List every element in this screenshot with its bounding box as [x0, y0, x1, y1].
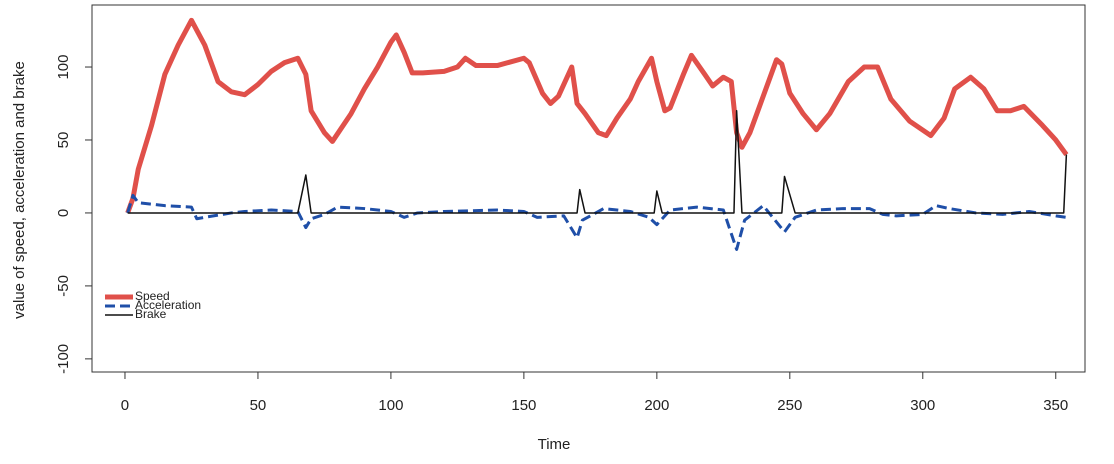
x-tick-label: 0: [121, 397, 129, 414]
y-axis-label: value of speed, acceleration and brake: [11, 61, 28, 319]
legend-label: Acceleration: [135, 298, 201, 312]
x-tick-label: 250: [777, 397, 802, 414]
legend-label: Brake: [135, 307, 167, 321]
plot-frame: [91, 4, 1086, 373]
x-tick-label: 200: [644, 397, 669, 414]
x-tick-label: 50: [250, 397, 267, 414]
x-tick-label: 150: [511, 397, 536, 414]
y-tick-label: 0: [55, 209, 72, 217]
series-line: [125, 17, 1069, 214]
y-tick-label: 50: [55, 132, 72, 149]
y-tick-label: 100: [55, 55, 72, 80]
series-line: [127, 110, 1068, 214]
x-axis-label: Time: [538, 436, 571, 453]
x-tick-label: 300: [910, 397, 935, 414]
x-tick-label: 100: [378, 397, 403, 414]
y-tick-label: -100: [55, 344, 72, 374]
y-tick-label: -50: [55, 275, 72, 297]
series-line: [126, 193, 1067, 251]
legend-label: Speed: [135, 289, 170, 303]
x-tick-label: 350: [1043, 397, 1068, 414]
